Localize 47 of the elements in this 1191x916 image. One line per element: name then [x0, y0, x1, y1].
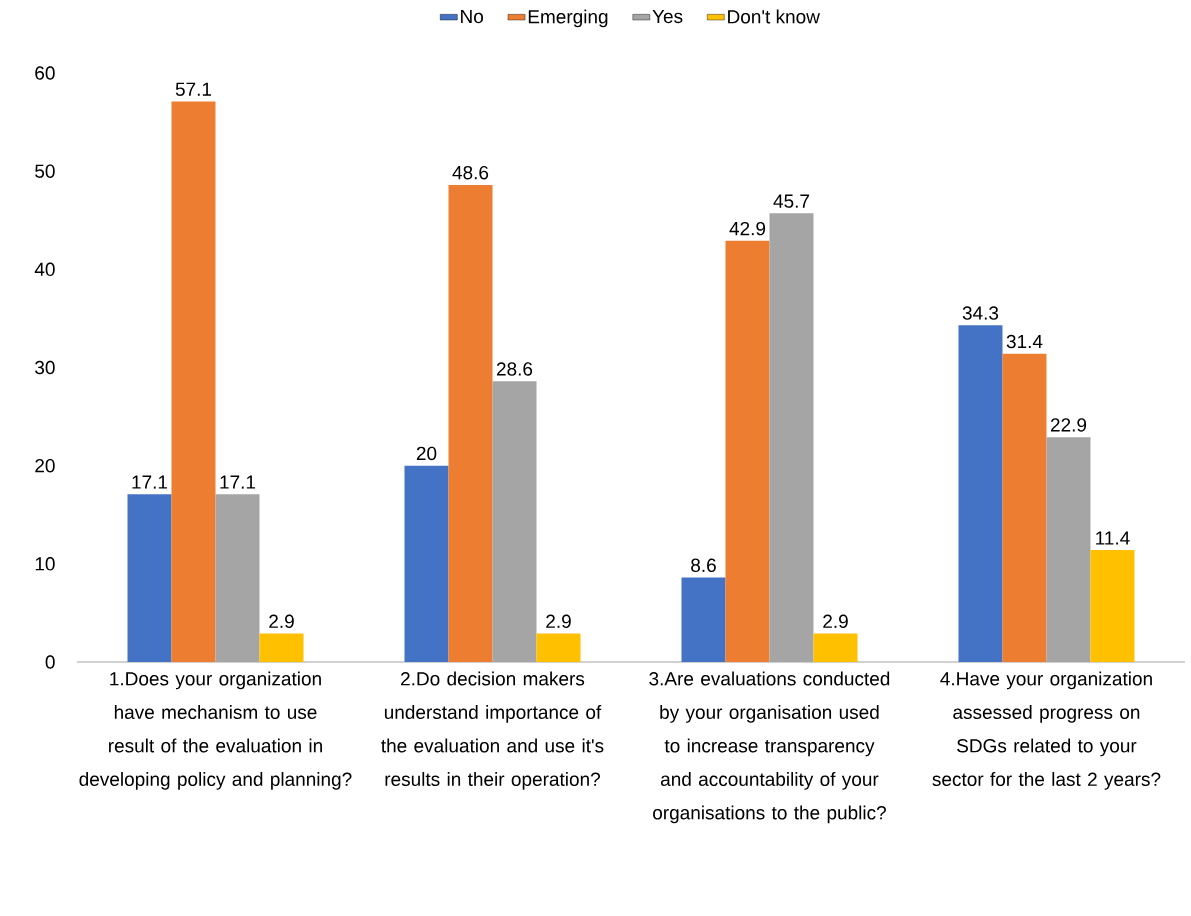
data-label: 22.9 [1050, 418, 1087, 432]
bar [1090, 550, 1135, 662]
data-label: 17.1 [220, 475, 256, 489]
x-tick-label: 2.Do decision makers understand importance of the evaluation and use it's results in their operation? [381, 671, 604, 790]
bar [127, 494, 172, 662]
bar [536, 633, 581, 662]
y-tick-label: 20 [35, 458, 55, 473]
y-tick-label: 10 [35, 557, 55, 571]
bar [725, 240, 770, 662]
data-label: 42.9 [729, 221, 766, 236]
y-tick-label: 0 [45, 655, 55, 669]
legend-label: Emerging [528, 9, 608, 28]
legend-label: No [461, 9, 484, 24]
data-label: 48.6 [452, 165, 489, 180]
bar [813, 633, 858, 662]
bar [171, 101, 216, 662]
legend-label: Yes [652, 9, 683, 24]
bar [1046, 437, 1091, 662]
bar [448, 184, 493, 662]
bar [404, 465, 449, 662]
legend-label: Don't know [728, 9, 820, 24]
bar [1002, 353, 1047, 662]
data-label: 20 [416, 446, 437, 461]
bar [215, 494, 260, 662]
data-label: 31.4 [1006, 334, 1043, 349]
y-tick-label: 30 [35, 360, 55, 375]
data-label: 2.9 [823, 614, 848, 628]
data-label: 2.9 [269, 614, 294, 628]
bar [492, 381, 537, 662]
data-label: 57.1 [175, 82, 212, 96]
y-tick-label: 40 [34, 262, 55, 277]
bar [958, 325, 1003, 662]
data-label: 11.4 [1096, 531, 1130, 545]
y-tick-label: 60 [35, 66, 55, 80]
x-tick-label: 1.Does your organization have mechanism to use result of the evaluation in developing policy and planning? [79, 671, 352, 790]
data-label: 34.3 [962, 306, 999, 320]
bar [681, 577, 726, 662]
data-label: 2.9 [546, 614, 571, 628]
data-label: 28.6 [496, 362, 533, 376]
data-label: 45.7 [773, 194, 810, 208]
bar [259, 633, 304, 662]
x-tick-label: 3.Are evaluations conducted by your organisation used to increase transparency and accountability of your organisations to the public? [649, 671, 890, 824]
bar [769, 213, 814, 662]
y-tick-label: 50 [35, 164, 55, 178]
data-label: 8.6 [691, 558, 716, 573]
x-tick-label: 4.Have your organization assessed progress on SDGs related to your sector for the last 2 years? [932, 671, 1161, 790]
data-label: 17.1 [132, 475, 168, 489]
